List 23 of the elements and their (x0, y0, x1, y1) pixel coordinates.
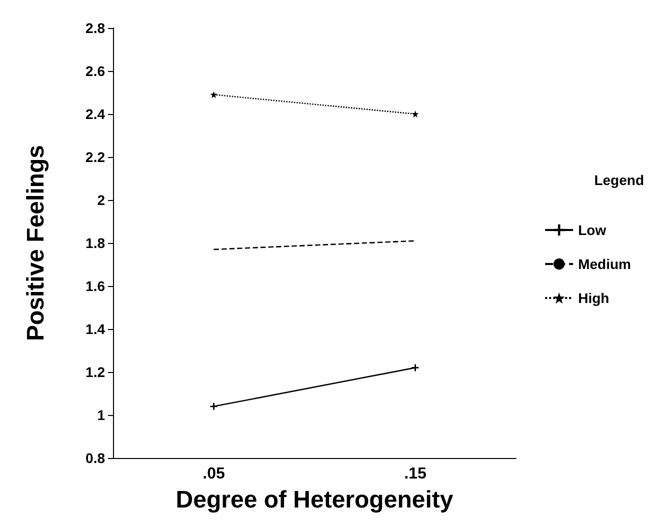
legend-label: Low (578, 222, 606, 238)
x-tick-label: .05 (202, 466, 225, 482)
point (210, 91, 218, 98)
point (412, 364, 419, 372)
y-tick-label: 1.2 (86, 364, 106, 380)
x-tick-label: .15 (404, 466, 426, 482)
legend-label: Medium (578, 256, 631, 272)
y-tick-label: 2.8 (86, 20, 106, 36)
y-tick-label: 1.8 (86, 235, 106, 251)
y-tick-label: 2.6 (86, 63, 106, 79)
y-tick-label: 1.6 (86, 278, 106, 294)
point (210, 402, 218, 410)
legend-title: Legend (594, 172, 644, 188)
x-axis-title: Degree of Heterogeneity (176, 486, 454, 514)
y-axis-title: Positive Feelings (22, 144, 50, 342)
point (412, 110, 419, 118)
legend-label: High (578, 290, 610, 306)
y-tick-label: 2.2 (86, 149, 106, 165)
y-tick-label: 2 (97, 192, 106, 208)
y-tick-label: 0.8 (86, 450, 106, 466)
y-tick-label: 1 (97, 407, 106, 423)
y-tick-label: 2.4 (86, 106, 106, 122)
y-tick-label: 1.4 (86, 321, 106, 337)
